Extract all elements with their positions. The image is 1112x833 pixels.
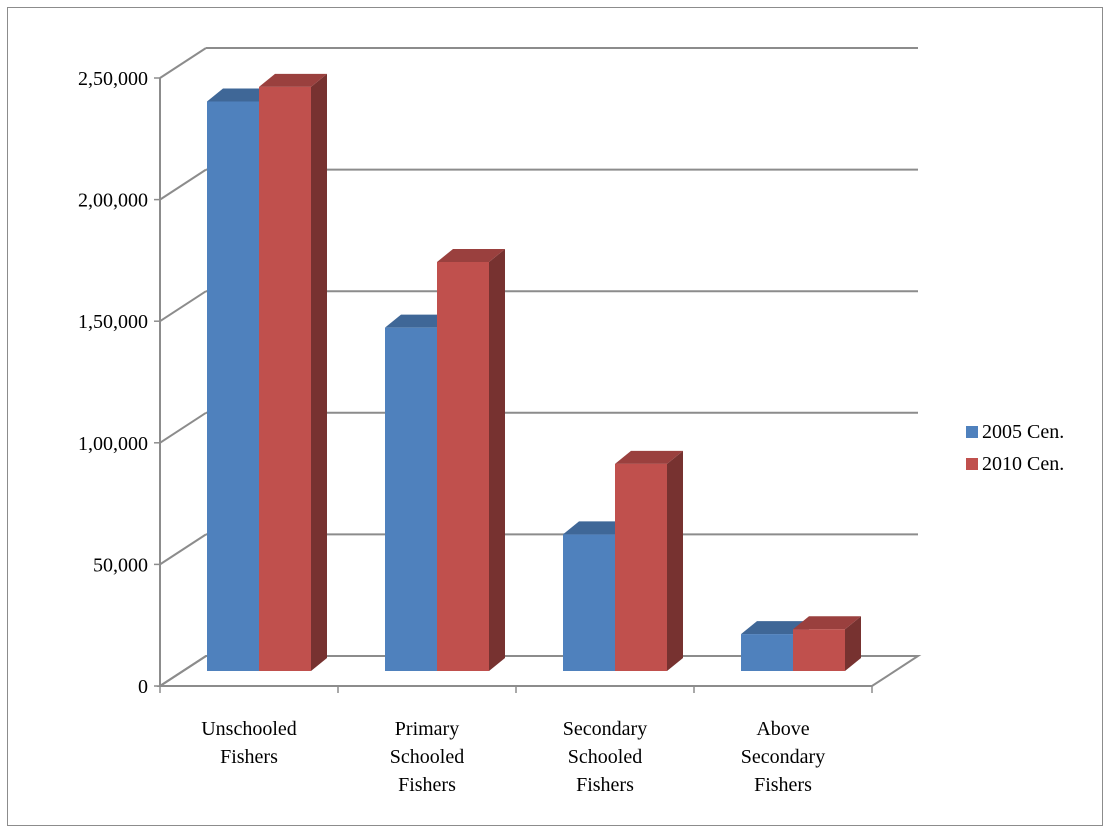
bar-2005-cat1-top [385, 314, 453, 328]
x-tick-label-3-2: Fishers [754, 774, 812, 796]
legend: 2005 Cen. 2010 Cen. [966, 416, 1106, 480]
legend-swatch-2010 [966, 458, 978, 470]
x-tick-label-1-1: Schooled [390, 746, 464, 768]
bar-2005-cat3 [741, 634, 793, 671]
bar-2010-cat0-top [259, 73, 327, 87]
y-tick-label-5: 2,50,000 [78, 68, 148, 90]
bar-2010-cat2-top [615, 450, 683, 464]
bar-2010-cat1-top [437, 248, 505, 262]
bar-2010-cat3 [793, 629, 845, 671]
gridline-side-1 [159, 533, 207, 566]
bar-2005-cat0-top [207, 88, 275, 102]
x-tick-label-3-1: Secondary [741, 746, 825, 768]
legend-label-2010: 2010 Cen. [982, 452, 1065, 475]
y-tick-label-2: 1,00,000 [78, 433, 148, 455]
bar-2005-cat0 [207, 101, 259, 672]
bar-2010-cat0-side [311, 73, 327, 671]
gridline-side-4 [159, 168, 207, 201]
bar-2005-cat1 [385, 327, 437, 671]
x-tick-label-1-2: Fishers [398, 774, 456, 796]
bar-2010-cat2 [615, 463, 667, 671]
y-tick-label-4: 2,00,000 [78, 190, 148, 212]
bar-2010-cat3-top [793, 616, 861, 630]
y-tick-label-1: 50,000 [93, 554, 148, 576]
x-tick-label-0-0: Unschooled [201, 718, 297, 740]
x-tick-label-3-0: Above [756, 718, 809, 740]
x-tick-label-2-2: Fishers [576, 774, 634, 796]
legend-label-2005: 2005 Cen. [982, 420, 1065, 443]
gridline-side-5 [159, 47, 207, 79]
bar-2010-cat1 [437, 261, 489, 671]
y-tick-label-0: 0 [138, 676, 148, 698]
y-tick-label-3: 1,50,000 [78, 311, 148, 333]
bar-2005-cat2 [563, 534, 615, 671]
legend-item-2005: 2005 Cen. [966, 416, 1106, 448]
legend-item-2010: 2010 Cen. [966, 448, 1106, 480]
x-tick-label-2-1: Schooled [568, 746, 642, 768]
bar-2010-cat0 [259, 86, 311, 671]
legend-swatch-2005 [966, 426, 978, 438]
gridline-side-2 [159, 411, 207, 444]
gridline-side-3 [159, 290, 207, 323]
x-tick-label-2-0: Secondary [563, 718, 647, 740]
bar-2005-cat3-top [741, 621, 809, 635]
x-tick-label-1-0: Primary [395, 718, 459, 740]
chart-frame [7, 7, 1103, 826]
bar-2010-cat2-side [667, 450, 683, 671]
bar-2010-cat3-side [845, 616, 861, 671]
bar-2010-cat1-side [489, 248, 505, 671]
x-tick-label-0-1: Fishers [220, 746, 278, 768]
bar-2005-cat2-top [563, 521, 631, 535]
